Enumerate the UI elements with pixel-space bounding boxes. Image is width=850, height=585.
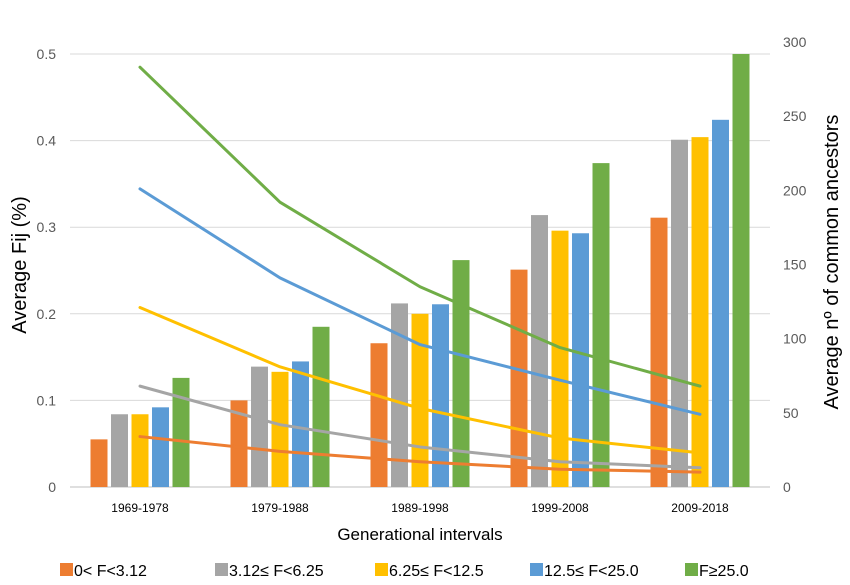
bar [691,137,709,488]
bar [152,407,169,487]
series-line [138,65,702,388]
legend-label: 0< F<3.12 [74,563,147,580]
y-tick-label: 0.1 [37,392,57,408]
bar [391,303,408,487]
bar [432,304,449,487]
x-tick-label: 1989-1998 [391,501,449,515]
bar [292,361,309,487]
left-axis-ticks: 0 0.1 0.2 0.3 0.4 0.5 [37,46,57,495]
y-tick-label: 0 [48,479,56,495]
y2-tick-label: 50 [783,405,799,421]
x-tick-label: 2009-2018 [671,501,729,515]
bar [531,215,548,488]
bar [592,163,610,487]
bar [230,400,248,487]
right-axis-ticks: 0 50 100 150 200 250 300 [783,34,807,495]
y-tick-label: 0.2 [37,306,57,322]
bar [370,343,388,487]
bar [411,313,429,487]
legend-swatch [530,563,543,576]
y-tick-label: 0.3 [37,219,57,235]
bar [131,414,149,487]
x-axis-title: Generational intervals [337,525,502,544]
trend-lines [138,65,702,474]
series-line [138,187,702,416]
y-axis-title: Average Fij (%) [9,196,31,333]
bar [510,269,528,487]
bar [732,54,750,487]
x-tick-label: 1969-1978 [111,501,169,515]
y-tick-label: 0.5 [37,46,57,62]
bar [312,326,330,487]
legend-swatch [60,563,73,576]
x-tick-label: 1979-1988 [251,501,309,515]
legend: 0< F<3.12 3.12≤ F<6.25 6.25≤ F<12.5 12.5≤ F… [60,563,749,580]
bar [111,414,128,487]
x-tick-label: 1999-2008 [531,501,589,515]
bar [572,233,589,487]
y2-tick-label: 200 [783,182,807,198]
bar [551,230,569,487]
legend-label: F≥25.0 [699,563,749,580]
bar [90,439,108,487]
series-line [138,306,702,455]
bar [271,371,289,487]
bar [712,119,729,487]
legend-swatch [375,563,388,576]
bar [172,377,190,487]
legend-swatch [215,563,228,576]
bar [452,260,470,487]
y2-tick-label: 0 [783,479,791,495]
y2-tick-label: 250 [783,108,807,124]
y2-tick-label: 100 [783,331,807,347]
y2-tick-label: 300 [783,34,807,50]
bars [90,54,750,488]
bar [650,217,668,487]
legend-swatch [685,563,698,576]
y2-tick-label: 150 [783,257,807,273]
y2-axis-title: Average nº of common ancestors [821,115,843,410]
legend-label: 12.5≤ F<25.0 [544,563,639,580]
category-labels: 1969-1978 1979-1988 1989-1998 1999-2008 2009… [111,501,729,515]
y-tick-label: 0.4 [37,133,57,149]
legend-label: 3.12≤ F<6.25 [229,563,324,580]
series-line [138,435,702,474]
series-line [138,384,702,470]
bar [671,139,688,487]
legend-label: 6.25≤ F<12.5 [389,563,484,580]
bar [251,366,268,487]
